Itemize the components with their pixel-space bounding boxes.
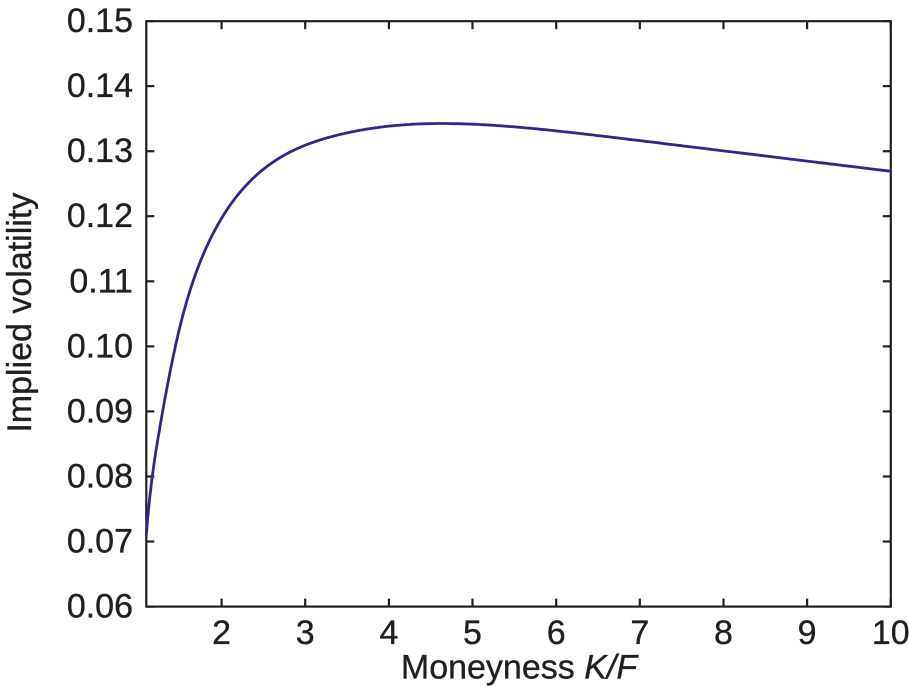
svg-text:0.11: 0.11 <box>69 262 133 300</box>
svg-text:5: 5 <box>463 614 482 652</box>
svg-text:0.12: 0.12 <box>67 197 133 235</box>
svg-text:6: 6 <box>547 614 566 652</box>
svg-text:Moneyness K/F: Moneyness K/F <box>401 649 639 686</box>
svg-text:0.15: 0.15 <box>67 2 133 40</box>
svg-text:3: 3 <box>296 614 315 652</box>
svg-text:0.13: 0.13 <box>67 132 133 170</box>
svg-text:Implied volatility: Implied volatility <box>1 193 39 433</box>
svg-text:0.09: 0.09 <box>67 392 133 430</box>
svg-text:7: 7 <box>630 614 649 652</box>
svg-text:9: 9 <box>798 614 817 652</box>
svg-text:0.14: 0.14 <box>67 67 133 105</box>
svg-text:2: 2 <box>212 614 231 652</box>
svg-text:4: 4 <box>379 614 398 652</box>
svg-text:10: 10 <box>872 614 909 652</box>
svg-text:0.06: 0.06 <box>67 588 133 626</box>
svg-text:8: 8 <box>714 614 733 652</box>
svg-text:0.07: 0.07 <box>67 523 133 561</box>
svg-text:0.08: 0.08 <box>67 458 133 496</box>
svg-text:0.10: 0.10 <box>67 327 133 365</box>
